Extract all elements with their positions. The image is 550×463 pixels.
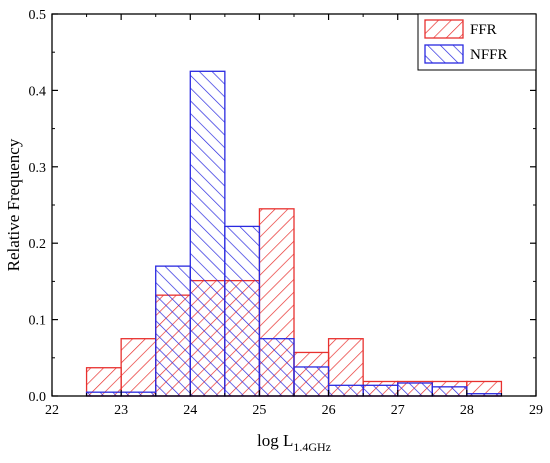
nffr-bar [397, 382, 433, 397]
nffr-bar [224, 225, 261, 397]
x-tick-label: 25 [252, 403, 266, 418]
nffr-bar [189, 70, 226, 397]
y-tick-labels: 0.0 0.1 0.2 0.3 0.4 0.5 [29, 8, 47, 405]
x-tick-label: 28 [460, 403, 474, 418]
nffr-bar [155, 265, 191, 397]
y-tick-label: 0.0 [29, 390, 47, 405]
legend-label-ffr: FFR [470, 22, 497, 38]
x-tick-label: 24 [183, 403, 197, 418]
x-tick-label: 27 [391, 403, 405, 418]
x-tick-label: 29 [529, 403, 543, 418]
legend-label-nffr: NFFR [470, 47, 508, 63]
y-tick-label: 0.4 [29, 84, 47, 99]
axis-ticks [51, 13, 537, 397]
x-axis-title-subscript: 1.4GHz [293, 440, 331, 454]
nffr-bar [293, 366, 330, 397]
nffr-bar [327, 384, 364, 397]
y-tick-label: 0.3 [29, 161, 47, 176]
legend-swatch-ffr [424, 19, 464, 39]
y-tick-label: 0.5 [29, 8, 47, 23]
x-tick-label: 23 [114, 403, 128, 418]
nffr-bar [431, 386, 468, 397]
x-tick-label: 22 [45, 403, 59, 418]
y-axis-title: Relative Frequency [4, 138, 23, 271]
x-tick-label: 26 [322, 403, 336, 418]
legend: FFR NFFR [417, 13, 537, 71]
x-axis-title: log L1.4GHz [257, 431, 331, 454]
y-tick-label: 0.2 [29, 237, 47, 252]
ffr-bar [120, 338, 157, 397]
nffr-bars [85, 70, 503, 397]
nffr-bar [258, 338, 295, 397]
x-tick-labels: 22 23 24 25 26 27 28 29 [45, 403, 543, 418]
legend-swatch-nffr [424, 44, 464, 64]
nffr-bar [362, 384, 399, 397]
x-axis-title-main: log L [257, 431, 293, 450]
y-tick-label: 0.1 [29, 314, 47, 329]
